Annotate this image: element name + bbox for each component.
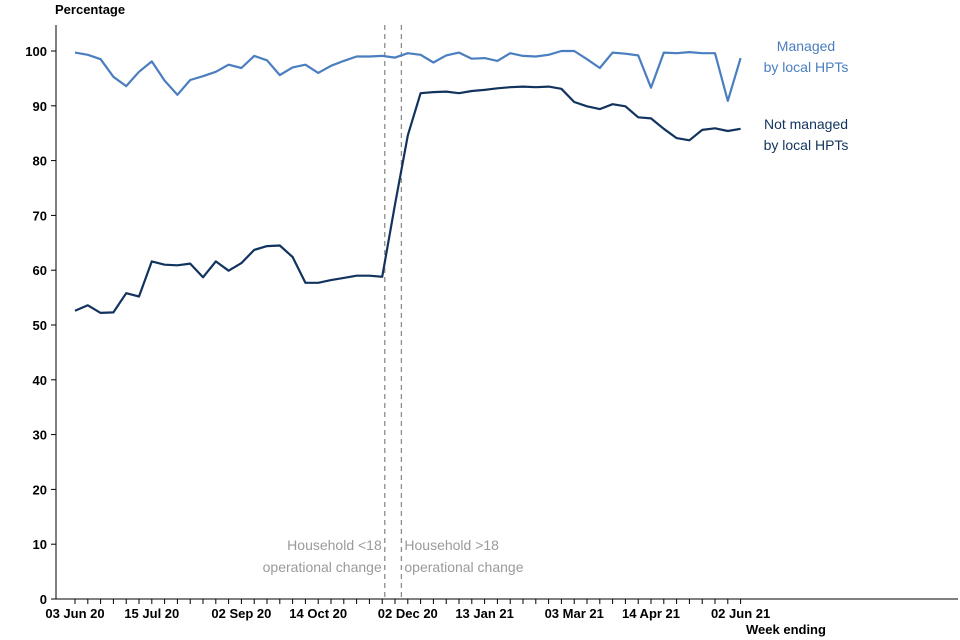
y-tick-label: 70 bbox=[33, 208, 47, 223]
y-tick-label: 100 bbox=[25, 44, 47, 59]
x-tick-label: 02 Sep 20 bbox=[211, 606, 271, 621]
x-axis-title: Week ending bbox=[746, 622, 826, 637]
x-tick-label: 13 Jan 21 bbox=[455, 606, 514, 621]
annotations: Household <18 operational change Household… bbox=[263, 25, 524, 597]
y-tick-label: 30 bbox=[33, 428, 47, 443]
x-tick-label: 14 Oct 20 bbox=[289, 606, 347, 621]
x-tick-label: 02 Dec 20 bbox=[378, 606, 438, 621]
y-tick-label: 90 bbox=[33, 99, 47, 114]
y-tick-label: 60 bbox=[33, 263, 47, 278]
operational-change-label: operational change bbox=[404, 559, 523, 575]
y-tick-label: 50 bbox=[33, 318, 47, 333]
y-tick-label: 0 bbox=[40, 592, 47, 607]
x-tick-label: 03 Mar 21 bbox=[545, 606, 604, 621]
operational-change-label: Household <18 bbox=[287, 537, 382, 553]
operational-change-label: operational change bbox=[263, 559, 382, 575]
axes: 0 10 20 30 40 50 60 70 80 90 100 03 Jun 20 15 Jul 20… bbox=[25, 25, 958, 621]
series-line bbox=[74, 49, 742, 102]
x-tick-label: 02 Jun 21 bbox=[711, 606, 770, 621]
x-tick-label: 14 Apr 21 bbox=[622, 606, 680, 621]
y-tick-label: 10 bbox=[33, 537, 47, 552]
operational-change-label: Household >18 bbox=[404, 537, 499, 553]
series-label: by local HPTs bbox=[764, 59, 849, 75]
x-tick-label: 15 Jul 20 bbox=[124, 606, 179, 621]
series-label: by local HPTs bbox=[764, 137, 849, 153]
series-line bbox=[74, 85, 741, 314]
y-tick-label: 40 bbox=[33, 373, 47, 388]
series-label: Managed bbox=[777, 38, 835, 54]
y-tick-label: 20 bbox=[33, 482, 47, 497]
y-axis-title: Percentage bbox=[55, 2, 125, 17]
y-tick-label: 80 bbox=[33, 154, 47, 169]
x-tick-label: 03 Jun 20 bbox=[45, 606, 104, 621]
series: Managed by local HPTs Not managed by local … bbox=[74, 38, 849, 314]
series-label: Not managed bbox=[764, 116, 848, 132]
